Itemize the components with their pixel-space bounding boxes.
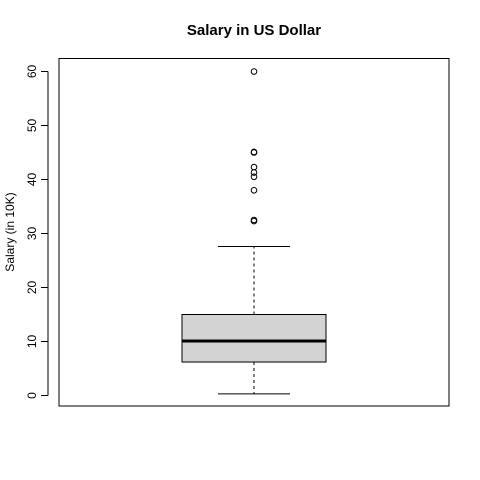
outlier-points: [251, 69, 257, 224]
y-axis: 0 10 20 30 40 50 60: [25, 65, 48, 399]
box-group: [182, 246, 326, 393]
y-tick-label: 60: [25, 65, 39, 79]
y-tick-label: 20: [25, 281, 39, 295]
iqr-box: [182, 315, 326, 363]
y-tick-label: 0: [25, 392, 39, 399]
y-tick-label: 10: [25, 335, 39, 349]
outlier-point: [251, 188, 257, 194]
y-tick-label: 40: [25, 173, 39, 187]
y-tick-label: 50: [25, 119, 39, 133]
outlier-point: [251, 164, 257, 170]
y-axis-label: Salary (in 10K): [3, 192, 17, 271]
chart-title: Salary in US Dollar: [187, 22, 321, 39]
outlier-point: [251, 69, 257, 75]
y-tick-label: 30: [25, 227, 39, 241]
